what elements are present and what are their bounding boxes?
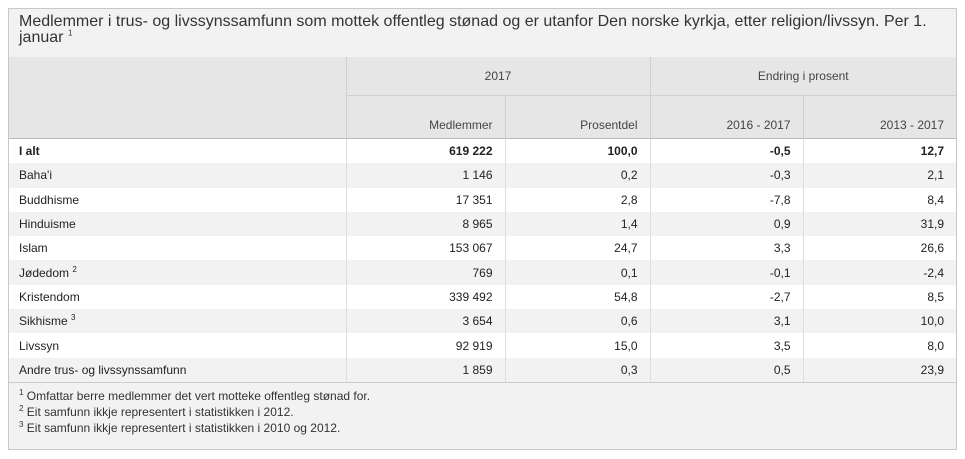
cell: -7,8 bbox=[649, 187, 804, 212]
footnote-mark: 2 bbox=[19, 403, 24, 413]
row-label: I alt bbox=[9, 138, 346, 164]
cell: 0,9 bbox=[649, 211, 804, 237]
row-label-text: Islam bbox=[19, 241, 48, 256]
row: Kristendom 339 492 54,8 -2,7 8,5 bbox=[9, 284, 957, 310]
cell: 2,8 bbox=[504, 187, 651, 212]
cell: 3,1 bbox=[649, 309, 804, 334]
row-label-text: Andre trus- og livssynssamfunn bbox=[19, 362, 187, 377]
cell: 2,1 bbox=[802, 163, 957, 188]
cell: 1 146 bbox=[345, 163, 505, 188]
cell: 3 654 bbox=[345, 309, 505, 334]
row: Buddhisme 17 351 2,8 -7,8 8,4 bbox=[9, 187, 957, 212]
title: Medlemmer i trus- og livssynssamfunn som… bbox=[9, 9, 956, 57]
column-header: 2013 - 2017 bbox=[802, 95, 957, 139]
row-note: 3 bbox=[71, 313, 76, 323]
header-group: 2017 bbox=[345, 57, 651, 96]
footnote-text: Eit samfunn ikkje representert i statist… bbox=[26, 420, 341, 435]
footnote-text: Omfattar berre medlemmer det vert mottek… bbox=[26, 388, 371, 403]
row: Baha'i 1 146 0,2 -0,3 2,1 bbox=[9, 163, 957, 188]
row-label-text: Baha'i bbox=[19, 168, 52, 183]
cell: 23,9 bbox=[802, 357, 957, 382]
footnotes: 1 Omfattar berre medlemmer det vert mott… bbox=[9, 381, 956, 441]
footnote-text: Eit samfunn ikkje representert i statist… bbox=[26, 404, 294, 419]
cell: 17 351 bbox=[345, 187, 505, 212]
cell: 15,0 bbox=[504, 333, 651, 358]
cell: 0,6 bbox=[504, 309, 651, 334]
row: Jødedom 2 769 0,1 -0,1 -2,4 bbox=[9, 260, 957, 285]
row-label: Andre trus- og livssynssamfunn bbox=[9, 357, 346, 382]
footnote: 3 Eit samfunn ikkje representert i stati… bbox=[19, 420, 946, 436]
cell: 8,4 bbox=[802, 187, 957, 212]
cell: 0,1 bbox=[504, 260, 651, 285]
title-text: Medlemmer i trus- og livssynssamfunn som… bbox=[19, 13, 927, 46]
row: Hinduisme 8 965 1,4 0,9 31,9 bbox=[9, 211, 957, 237]
cell: 24,7 bbox=[504, 236, 651, 261]
row-label: Islam bbox=[9, 236, 346, 261]
row-label-text: Jødedom bbox=[19, 265, 70, 280]
row-label-text: Hinduisme bbox=[19, 217, 76, 232]
data-table: 2017 Endring i prosent Medlemmer Prosentd… bbox=[9, 57, 957, 382]
cell: -2,7 bbox=[649, 284, 804, 310]
row-label: Livssyn bbox=[9, 333, 346, 358]
cell: 26,6 bbox=[802, 236, 957, 261]
row-label-text: Livssyn bbox=[19, 338, 60, 353]
row-label: Jødedom 2 bbox=[9, 260, 346, 285]
cell: -0,3 bbox=[649, 163, 804, 188]
cell: 8,5 bbox=[802, 284, 957, 310]
cell: 153 067 bbox=[345, 236, 505, 261]
header-group: Endring i prosent bbox=[649, 57, 957, 96]
table-panel: Medlemmer i trus- og livssynssamfunn som… bbox=[8, 8, 957, 450]
row-label-text: Kristendom bbox=[19, 289, 80, 304]
footnote-mark: 1 bbox=[19, 387, 24, 397]
column-header: Medlemmer bbox=[345, 95, 505, 139]
row-label-text: Buddhisme bbox=[19, 192, 80, 207]
cell: 619 222 bbox=[345, 138, 505, 164]
cell: 3,3 bbox=[649, 236, 804, 261]
column-header: Prosentdel bbox=[504, 95, 651, 139]
cell: 3,5 bbox=[649, 333, 804, 358]
row: Andre trus- og livssynssamfunn 1 859 0,3 0,… bbox=[9, 357, 957, 382]
corner bbox=[9, 57, 346, 139]
cell: 8 965 bbox=[345, 211, 505, 237]
row: Islam 153 067 24,7 3,3 26,6 bbox=[9, 236, 957, 261]
column-header: 2016 - 2017 bbox=[649, 95, 804, 139]
cell: 0,2 bbox=[504, 163, 651, 188]
cell: -0,1 bbox=[649, 260, 804, 285]
row-label: Sikhisme 3 bbox=[9, 309, 346, 334]
cell: -0,5 bbox=[649, 138, 804, 164]
row-label-text: I alt bbox=[19, 144, 40, 159]
row-label: Kristendom bbox=[9, 284, 346, 310]
cell: 339 492 bbox=[345, 284, 505, 310]
row-label: Buddhisme bbox=[9, 187, 346, 212]
footnote: 2 Eit samfunn ikkje representert i stati… bbox=[19, 404, 946, 420]
cell: 8,0 bbox=[802, 333, 957, 358]
row: I alt 619 222 100,0 -0,5 12,7 bbox=[9, 138, 957, 164]
cell: 100,0 bbox=[504, 138, 651, 164]
row-label: Hinduisme bbox=[9, 211, 346, 237]
cell: 0,5 bbox=[649, 357, 804, 382]
title-note: 1 bbox=[67, 28, 73, 38]
cell: 54,8 bbox=[504, 284, 651, 310]
cell: 1,4 bbox=[504, 211, 651, 237]
cell: 31,9 bbox=[802, 211, 957, 237]
row-label-text: Sikhisme bbox=[19, 314, 68, 329]
row-label: Baha'i bbox=[9, 163, 346, 188]
row: Livssyn 92 919 15,0 3,5 8,0 bbox=[9, 333, 957, 358]
cell: -2,4 bbox=[802, 260, 957, 285]
footnote: 1 Omfattar berre medlemmer det vert mott… bbox=[19, 388, 946, 404]
row-note: 2 bbox=[72, 264, 77, 274]
footnote-mark: 3 bbox=[19, 419, 24, 429]
cell: 12,7 bbox=[802, 138, 957, 164]
cell: 1 859 bbox=[345, 357, 505, 382]
cell: 92 919 bbox=[345, 333, 505, 358]
cell: 0,3 bbox=[504, 357, 651, 382]
cell: 769 bbox=[345, 260, 505, 285]
cell: 10,0 bbox=[802, 309, 957, 334]
